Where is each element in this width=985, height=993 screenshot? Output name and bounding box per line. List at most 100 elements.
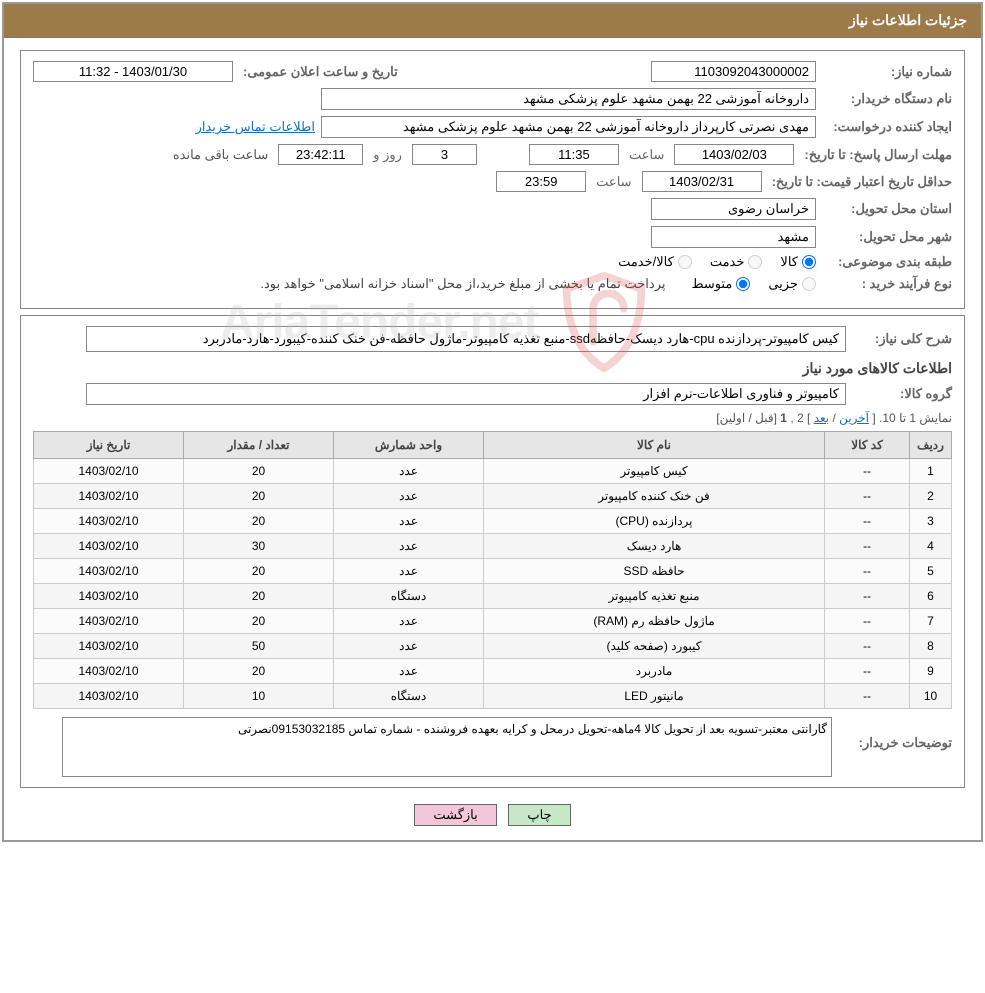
group-field: کامپیوتر و فناوری اطلاعات-نرم افزار [86, 383, 846, 405]
cell-n: 3 [910, 508, 952, 533]
need-no-field: 1103092043000002 [651, 61, 816, 82]
category-service-input[interactable] [748, 255, 762, 269]
th-qty: تعداد / مقدار [184, 431, 334, 458]
pager-mid: ] 2 , [790, 411, 810, 425]
cell-n: 5 [910, 558, 952, 583]
table-row: 9--مادربردعدد201403/02/10 [34, 658, 952, 683]
cell-qty: 20 [184, 608, 334, 633]
cell-name: مانیتور LED [484, 683, 825, 708]
announce-field: 1403/01/30 - 11:32 [33, 61, 233, 82]
city-label: شهر محل تحویل: [822, 229, 952, 245]
cell-name: حافظه SSD [484, 558, 825, 583]
table-row: 10--مانیتور LEDدستگاه101403/02/10 [34, 683, 952, 708]
print-button[interactable]: چاپ [508, 804, 570, 826]
cell-unit: عدد [334, 508, 484, 533]
cell-qty: 10 [184, 683, 334, 708]
pager-last-link[interactable]: آخرین [839, 411, 869, 425]
cell-code: -- [825, 683, 910, 708]
pager-current: 1 [780, 411, 787, 425]
process-partial-radio[interactable]: جزیی [768, 276, 816, 292]
pager-sep-1: / [829, 411, 836, 425]
cell-qty: 20 [184, 558, 334, 583]
items-section: شرح کلی نیاز: کیس کامپیوتر-پردازنده cpu-… [20, 315, 965, 788]
table-row: 6--منبع تغذیه کامپیوتردستگاه201403/02/10 [34, 583, 952, 608]
price-validity-time-field: 23:59 [496, 171, 586, 192]
overview-label: شرح کلی نیاز: [852, 331, 952, 347]
cell-unit: عدد [334, 558, 484, 583]
buyer-contact-link[interactable]: اطلاعات تماس خریدار [196, 119, 315, 135]
general-info-section: شماره نیاز: 1103092043000002 تاریخ و ساع… [20, 50, 965, 309]
process-label: نوع فرآیند خرید : [822, 276, 952, 292]
process-medium-radio[interactable]: متوسط [691, 276, 750, 292]
cell-n: 10 [910, 683, 952, 708]
table-row: 8--کیبورد (صفحه کلید)عدد501403/02/10 [34, 633, 952, 658]
days-remaining-field: 3 [412, 144, 477, 165]
deadline-date-field: 1403/02/03 [674, 144, 794, 165]
group-label: گروه کالا: [852, 386, 952, 402]
cell-code: -- [825, 558, 910, 583]
table-row: 1--کیس کامپیوترعدد201403/02/10 [34, 458, 952, 483]
cell-code: -- [825, 583, 910, 608]
process-note: پرداخت تمام یا بخشی از مبلغ خرید،از محل … [260, 276, 685, 292]
pager-next-link[interactable]: بعد [814, 411, 829, 425]
cell-date: 1403/02/10 [34, 633, 184, 658]
cell-date: 1403/02/10 [34, 508, 184, 533]
cell-code: -- [825, 533, 910, 558]
th-code: کد کالا [825, 431, 910, 458]
buyer-notes-label: توضیحات خریدار: [832, 717, 952, 751]
category-both-text: کالا/خدمت [618, 254, 674, 270]
cell-unit: دستگاه [334, 583, 484, 608]
cell-code: -- [825, 458, 910, 483]
back-button[interactable]: بازگشت [414, 804, 496, 826]
days-label: روز و [369, 147, 406, 163]
category-goods-radio[interactable]: کالا [780, 254, 816, 270]
province-field: خراسان رضوی [651, 198, 816, 220]
cell-n: 4 [910, 533, 952, 558]
process-medium-input[interactable] [736, 277, 750, 291]
cell-qty: 20 [184, 583, 334, 608]
cell-qty: 20 [184, 458, 334, 483]
price-validity-label: حداقل تاریخ اعتبار قیمت: تا تاریخ: [768, 174, 952, 190]
cell-name: هارد دیسک [484, 533, 825, 558]
buyer-notes-textarea[interactable] [62, 717, 832, 777]
cell-date: 1403/02/10 [34, 458, 184, 483]
cell-date: 1403/02/10 [34, 558, 184, 583]
page-title: جزئیات اطلاعات نیاز [4, 4, 981, 38]
cell-name: کیس کامپیوتر [484, 458, 825, 483]
cell-n: 1 [910, 458, 952, 483]
pager-suffix: [قبل / اولین] [716, 411, 777, 425]
cell-name: کیبورد (صفحه کلید) [484, 633, 825, 658]
time-label-1: ساعت [625, 147, 668, 163]
category-both-input[interactable] [678, 255, 692, 269]
cell-code: -- [825, 508, 910, 533]
remaining-suffix: ساعت باقی مانده [173, 147, 272, 163]
table-row: 7--ماژول حافظه رم (RAM)عدد201403/02/10 [34, 608, 952, 633]
cell-date: 1403/02/10 [34, 683, 184, 708]
pager-prefix: نمایش 1 تا 10. [ [872, 411, 952, 425]
cell-unit: عدد [334, 533, 484, 558]
process-medium-text: متوسط [691, 276, 732, 292]
category-service-radio[interactable]: خدمت [710, 254, 763, 270]
cell-code: -- [825, 608, 910, 633]
process-partial-input[interactable] [802, 277, 816, 291]
th-row: ردیف [910, 431, 952, 458]
cell-qty: 20 [184, 483, 334, 508]
th-name: نام کالا [484, 431, 825, 458]
cell-name: ماژول حافظه رم (RAM) [484, 608, 825, 633]
overview-field: کیس کامپیوتر-پردازنده cpu-هارد دیسک-حافظ… [86, 326, 846, 352]
countdown-field: 23:42:11 [278, 144, 363, 165]
category-goods-input[interactable] [802, 255, 816, 269]
category-both-radio[interactable]: کالا/خدمت [618, 254, 692, 270]
cell-code: -- [825, 483, 910, 508]
cell-n: 9 [910, 658, 952, 683]
requester-label: ایجاد کننده درخواست: [822, 119, 952, 135]
process-partial-text: جزیی [768, 276, 798, 292]
cell-unit: عدد [334, 608, 484, 633]
cell-qty: 50 [184, 633, 334, 658]
cell-date: 1403/02/10 [34, 583, 184, 608]
table-row: 2--فن خنک کننده کامپیوترعدد201403/02/10 [34, 483, 952, 508]
cell-name: پردازنده (CPU) [484, 508, 825, 533]
cell-code: -- [825, 633, 910, 658]
need-no-label: شماره نیاز: [822, 64, 952, 80]
cell-qty: 20 [184, 658, 334, 683]
